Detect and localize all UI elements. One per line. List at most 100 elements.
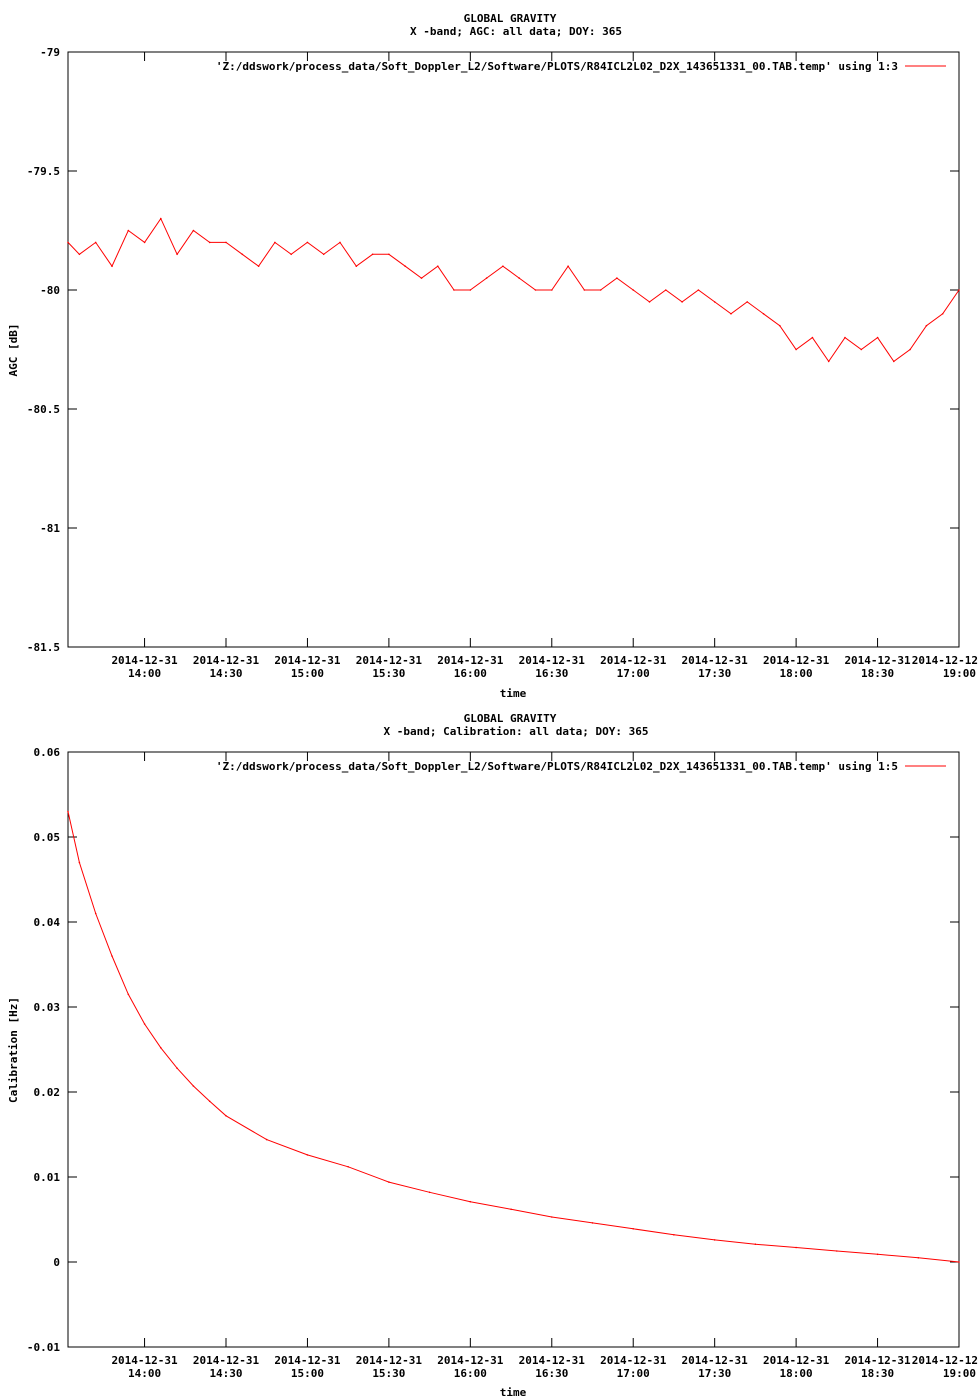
data-point bbox=[909, 348, 911, 351]
data-point bbox=[339, 241, 341, 244]
y-tick-label: -80 bbox=[40, 284, 60, 297]
data-point bbox=[567, 265, 569, 268]
data-point bbox=[111, 955, 113, 957]
data-point bbox=[176, 1067, 178, 1069]
x-tick-label-time: 14:00 bbox=[128, 667, 161, 680]
data-point bbox=[941, 313, 944, 315]
data-point bbox=[893, 360, 895, 363]
data-point bbox=[591, 1222, 594, 1224]
data-point bbox=[551, 289, 553, 291]
x-axis-label: time bbox=[500, 687, 527, 700]
x-tick-label-time: 17:30 bbox=[698, 1367, 731, 1380]
series-group bbox=[67, 217, 960, 363]
axis-ticks: -0.01 0 0.01 0.02 0.03 0.04 0.05 0.06 2014-12-31… bbox=[27, 746, 978, 1380]
x-tick-label-time: 16:00 bbox=[454, 667, 487, 680]
x-tick-label-time: 18:00 bbox=[780, 667, 813, 680]
data-point bbox=[583, 289, 586, 291]
x-tick-label-time: 14:00 bbox=[128, 1367, 161, 1380]
data-point bbox=[469, 289, 472, 291]
x-tick-label-time: 16:30 bbox=[535, 1367, 568, 1380]
agc-panel: GLOBAL GRAVITY X -band; AGC: all data; D… bbox=[7, 12, 978, 700]
y-tick-label: 0.03 bbox=[34, 1001, 61, 1014]
data-point bbox=[762, 313, 765, 315]
y-tick-label: -80.5 bbox=[27, 403, 60, 416]
x-tick-label-time: 17:30 bbox=[698, 667, 731, 680]
chart-subtitle: X -band; Calibration: all data; DOY: 365 bbox=[384, 725, 649, 738]
data-point bbox=[876, 1253, 879, 1256]
data-point bbox=[958, 1261, 960, 1263]
data-point bbox=[257, 265, 260, 268]
data-point bbox=[160, 1047, 162, 1049]
data-point bbox=[371, 253, 374, 256]
x-tick-label-date: 2014-12-31 bbox=[193, 1354, 260, 1367]
x-tick-label-date: 2014-12-31 bbox=[274, 654, 341, 667]
x-tick-label-date: 2014-12-31 bbox=[356, 1354, 423, 1367]
legend-label: 'Z:/ddswork/process_data/Soft_Doppler_L2… bbox=[216, 760, 898, 773]
x-tick-label-date: 2014-12-31 bbox=[519, 1354, 586, 1367]
y-tick-label: 0.06 bbox=[34, 746, 61, 759]
data-point bbox=[632, 1228, 634, 1230]
data-point bbox=[78, 253, 81, 256]
legend-label: 'Z:/ddswork/process_data/Soft_Doppler_L2… bbox=[216, 60, 898, 73]
y-tick-label: -81 bbox=[40, 522, 60, 535]
x-tick-label-date: 2014-12-31 bbox=[111, 1354, 178, 1367]
data-point bbox=[94, 912, 97, 915]
x-tick-label-time: 19:00 bbox=[943, 667, 976, 680]
data-point bbox=[502, 265, 504, 268]
data-point bbox=[917, 1257, 920, 1259]
x-tick-label-time: 16:30 bbox=[535, 667, 568, 680]
x-tick-label-time: 19:00 bbox=[943, 1367, 976, 1380]
y-tick-label: 0.05 bbox=[34, 831, 61, 844]
calibration-panel: GLOBAL GRAVITY X -band; Calibration: all… bbox=[7, 712, 978, 1399]
data-point bbox=[534, 289, 537, 291]
x-tick-label-date: 2014-12-31 bbox=[844, 654, 911, 667]
x-tick-label-date: 2014-12-31 bbox=[763, 654, 830, 667]
data-point bbox=[958, 289, 960, 291]
data-point bbox=[67, 810, 69, 813]
data-point bbox=[225, 241, 227, 244]
x-tick-label-date: 2014-12-31 bbox=[763, 1354, 830, 1367]
data-point bbox=[599, 289, 602, 291]
data-point bbox=[388, 253, 390, 256]
data-point bbox=[827, 360, 830, 363]
data-point bbox=[265, 1138, 268, 1141]
x-tick-label-date: 2014-12-31 bbox=[600, 1354, 667, 1367]
y-tick-label: 0.02 bbox=[34, 1086, 61, 1099]
series-line bbox=[67, 217, 960, 363]
chart-title: GLOBAL GRAVITY bbox=[464, 712, 557, 725]
data-point bbox=[241, 253, 244, 256]
data-point bbox=[322, 253, 325, 256]
x-tick-label-time: 17:00 bbox=[617, 1367, 650, 1380]
x-tick-label-time: 16:00 bbox=[454, 1367, 487, 1380]
data-point bbox=[844, 336, 846, 339]
data-point bbox=[274, 241, 276, 244]
data-point bbox=[290, 253, 293, 256]
axis-ticks: -79-79.5-80-80.5-81-81.52014-12-3114:002… bbox=[27, 46, 978, 680]
data-point bbox=[355, 265, 358, 268]
x-tick-label-date: 2014-12-31 bbox=[519, 654, 586, 667]
y-tick-label: 0.04 bbox=[34, 916, 61, 929]
data-point bbox=[779, 324, 781, 327]
data-point bbox=[876, 336, 879, 339]
x-tick-label-date: 2014-12-31 bbox=[682, 654, 749, 667]
data-point bbox=[78, 861, 81, 864]
y-axis-label: Calibration [Hz] bbox=[7, 997, 20, 1103]
x-axis-label: time bbox=[500, 1386, 527, 1399]
data-point bbox=[485, 277, 488, 279]
x-tick-label-time: 18:00 bbox=[780, 1367, 813, 1380]
data-point bbox=[143, 1023, 146, 1025]
data-point bbox=[795, 1246, 797, 1249]
x-tick-label-date: 2014-12-31 bbox=[437, 1354, 504, 1367]
x-tick-label-time: 15:30 bbox=[372, 667, 405, 680]
data-point bbox=[111, 265, 113, 268]
data-point bbox=[665, 289, 667, 291]
x-tick-label-time: 18:30 bbox=[861, 1367, 894, 1380]
data-point bbox=[306, 241, 309, 244]
y-axis-label: AGC [dB] bbox=[7, 324, 20, 377]
data-point bbox=[673, 1234, 675, 1236]
x-tick-label-time: 14:30 bbox=[209, 667, 242, 680]
x-tick-label-date: 2014-12-31 bbox=[111, 654, 178, 667]
data-point bbox=[453, 289, 455, 291]
data-point bbox=[518, 277, 520, 279]
